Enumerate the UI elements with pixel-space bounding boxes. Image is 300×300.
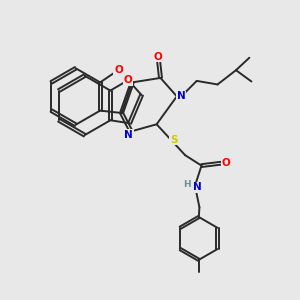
Text: O: O bbox=[124, 75, 133, 85]
Text: N: N bbox=[193, 182, 202, 192]
Text: O: O bbox=[114, 65, 123, 75]
Text: O: O bbox=[154, 52, 163, 61]
Text: S: S bbox=[170, 135, 178, 145]
Text: N: N bbox=[124, 130, 133, 140]
Text: H: H bbox=[183, 180, 190, 189]
Text: N: N bbox=[177, 92, 186, 101]
Text: O: O bbox=[222, 158, 230, 168]
